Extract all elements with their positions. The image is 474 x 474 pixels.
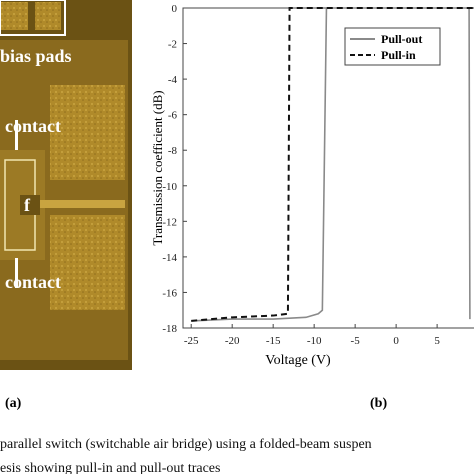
series-line [191,7,474,322]
caption-line: esis showing pull-in and pull-out traces [0,461,220,474]
y-tick-label: 0 [172,3,178,15]
panel-tag: (b) [370,396,387,411]
y-tick-label: -10 [162,181,177,193]
series-group [191,7,474,322]
photo: bias pads contact contact f [0,0,132,370]
legend-label: Pull-in [381,48,416,62]
y-tick-label: -8 [168,145,178,157]
x-axis-label: Voltage (V) [265,353,331,368]
x-tick-label: -20 [225,335,240,347]
panel-tag: (a) [5,396,22,411]
y-tick-label: -2 [168,39,177,51]
photo-label: contact [5,116,61,136]
photo-label: f [24,195,31,215]
x-tick-label: 5 [434,335,440,347]
x-tick-label: -25 [184,335,199,347]
y-tick-label: -16 [162,287,177,299]
photo-label: bias pads [0,46,72,66]
plot: 0 -2 -4 -6 -8 -10 -12 -14 -16 -18 -25 -20 -15 -10 -5 0 5… [162,3,474,347]
legend-label: Pull-out [381,32,422,46]
x-tick-label: 0 [393,335,399,347]
y-tick-label: -12 [162,216,177,228]
caption-line: parallel switch (switchable air bridge) … [0,437,372,452]
x-tick-label: -5 [351,335,361,347]
x-tick-label: -15 [266,335,281,347]
y-axis-label: Transmission coefficient (dB) [150,90,165,245]
x-tick-label: -10 [307,335,322,347]
y-tick-label: -4 [168,74,178,86]
photo-label: contact [5,272,61,292]
y-tick-label: -6 [168,110,178,122]
y-tick-label: -18 [162,323,177,335]
y-tick-label: -14 [162,252,177,264]
legend-box [344,27,441,66]
